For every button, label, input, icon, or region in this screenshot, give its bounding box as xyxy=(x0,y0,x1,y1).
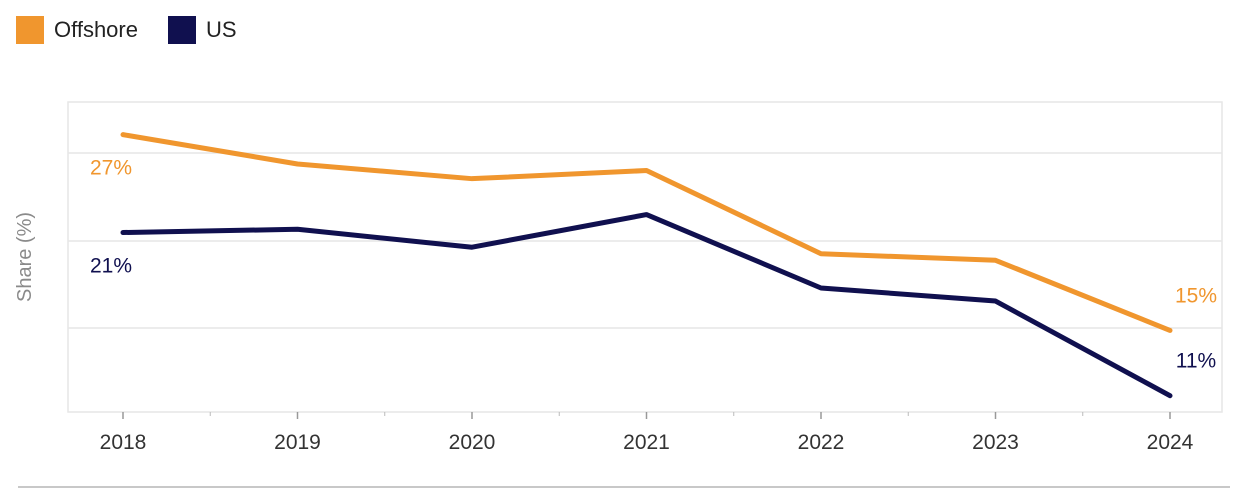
data-label-us-2024: 11% xyxy=(1176,350,1216,373)
gridlines xyxy=(67,101,1223,413)
data-label-us-2018: 21% xyxy=(90,255,132,278)
x-tick-label-2021: 2021 xyxy=(623,431,670,454)
us-swatch-icon xyxy=(167,16,196,44)
legend-label-us: US xyxy=(205,17,237,42)
legend: Offshore US xyxy=(16,14,267,46)
x-tick-label-2022: 2022 xyxy=(798,431,845,454)
legend-item-offshore[interactable]: Offshore xyxy=(16,16,138,44)
legend-label-offshore: Offshore xyxy=(54,17,138,42)
plot-frame xyxy=(67,101,1223,413)
legend-item-us[interactable]: US xyxy=(167,16,237,44)
x-tick-label-2018: 2018 xyxy=(100,431,147,454)
data-labels: 27% 15% 21% 11% xyxy=(90,157,1217,373)
offshore-swatch-icon xyxy=(16,16,44,44)
x-tick-label-2020: 2020 xyxy=(449,431,496,454)
x-tick-label-2019: 2019 xyxy=(274,431,321,454)
data-label-offshore-2024: 15% xyxy=(1175,284,1217,307)
series-lines xyxy=(120,132,1173,399)
series-line-offshore xyxy=(120,132,1173,333)
bottom-divider xyxy=(18,486,1230,488)
x-tick-label-2024: 2024 xyxy=(1147,431,1194,454)
data-label-offshore-2018: 27% xyxy=(90,157,132,180)
x-tick-label-2023: 2023 xyxy=(972,431,1019,454)
x-axis: 2018 2019 2020 2021 2022 2023 2024 xyxy=(100,412,1194,454)
y-axis-label: Share (%) xyxy=(14,212,36,302)
series-line-us xyxy=(120,212,1173,399)
